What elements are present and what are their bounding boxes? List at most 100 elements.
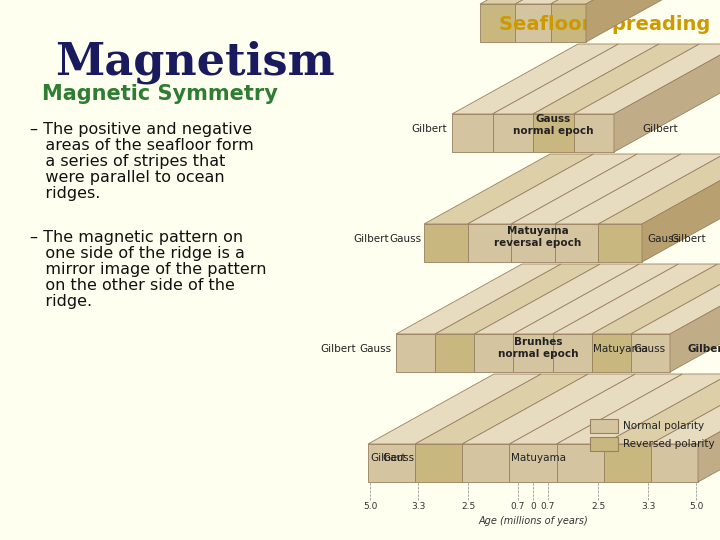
Text: were parallel to ocean: were parallel to ocean xyxy=(30,170,225,185)
Polygon shape xyxy=(492,44,659,114)
Polygon shape xyxy=(424,154,593,224)
Text: Seafloor Spreading: Seafloor Spreading xyxy=(499,15,710,34)
Text: ridge.: ridge. xyxy=(30,294,92,309)
Polygon shape xyxy=(551,0,712,4)
Text: Gauss: Gauss xyxy=(382,453,414,463)
Polygon shape xyxy=(631,334,670,372)
Text: Matuyama: Matuyama xyxy=(593,344,647,354)
Polygon shape xyxy=(670,264,720,372)
Polygon shape xyxy=(603,444,651,482)
Text: Matuyama
reversal epoch: Matuyama reversal epoch xyxy=(495,226,582,248)
Polygon shape xyxy=(511,224,555,262)
Bar xyxy=(590,437,618,451)
Polygon shape xyxy=(516,4,551,42)
Text: Gilbert: Gilbert xyxy=(642,124,678,134)
Text: Gauss: Gauss xyxy=(647,234,679,244)
Polygon shape xyxy=(452,114,492,152)
Polygon shape xyxy=(480,4,516,42)
Polygon shape xyxy=(557,374,720,444)
Text: – The magnetic pattern on: – The magnetic pattern on xyxy=(30,230,243,245)
Polygon shape xyxy=(592,264,720,334)
Polygon shape xyxy=(552,334,592,372)
Text: 2.5: 2.5 xyxy=(461,502,475,511)
Polygon shape xyxy=(574,114,614,152)
Text: Brunhes
normal epoch: Brunhes normal epoch xyxy=(498,337,578,359)
Polygon shape xyxy=(551,4,586,42)
Text: areas of the seafloor form: areas of the seafloor form xyxy=(30,138,253,153)
Text: Gauss: Gauss xyxy=(390,234,422,244)
Polygon shape xyxy=(452,44,618,114)
Polygon shape xyxy=(651,444,698,482)
Text: Age (millions of years): Age (millions of years) xyxy=(478,516,588,526)
Text: a series of stripes that: a series of stripes that xyxy=(30,154,225,169)
Polygon shape xyxy=(511,154,681,224)
Polygon shape xyxy=(603,374,720,444)
Polygon shape xyxy=(555,154,720,224)
Polygon shape xyxy=(642,154,720,262)
Text: Gilbert: Gilbert xyxy=(688,344,720,354)
Polygon shape xyxy=(368,374,541,444)
Polygon shape xyxy=(415,374,588,444)
Polygon shape xyxy=(516,0,677,4)
Text: Gauss: Gauss xyxy=(633,344,665,354)
Bar xyxy=(590,419,618,433)
Text: Gilbert: Gilbert xyxy=(320,344,356,354)
Text: 3.3: 3.3 xyxy=(641,502,655,511)
Polygon shape xyxy=(510,374,683,444)
Polygon shape xyxy=(598,224,642,262)
Polygon shape xyxy=(480,0,642,4)
Text: Gauss: Gauss xyxy=(359,344,391,354)
Text: 2.5: 2.5 xyxy=(591,502,605,511)
Text: 5.0: 5.0 xyxy=(689,502,703,511)
Text: Gilbert: Gilbert xyxy=(411,124,447,134)
Text: 5.0: 5.0 xyxy=(363,502,377,511)
Polygon shape xyxy=(533,114,574,152)
Text: 0.7: 0.7 xyxy=(541,502,555,511)
Text: Gilbert: Gilbert xyxy=(354,234,389,244)
Polygon shape xyxy=(555,224,598,262)
Polygon shape xyxy=(435,264,600,334)
Polygon shape xyxy=(698,374,720,482)
Text: one side of the ridge is a: one side of the ridge is a xyxy=(30,246,245,261)
Polygon shape xyxy=(651,374,720,444)
Text: Gauss
normal epoch: Gauss normal epoch xyxy=(513,114,593,136)
Text: Magnetic Symmetry: Magnetic Symmetry xyxy=(42,84,278,104)
Polygon shape xyxy=(424,224,467,262)
Polygon shape xyxy=(492,114,533,152)
Polygon shape xyxy=(396,264,561,334)
Text: ridges.: ridges. xyxy=(30,186,100,201)
Polygon shape xyxy=(474,264,639,334)
Polygon shape xyxy=(592,334,631,372)
Polygon shape xyxy=(474,334,513,372)
Polygon shape xyxy=(552,264,718,334)
Polygon shape xyxy=(586,0,712,42)
Text: 3.3: 3.3 xyxy=(411,502,426,511)
Text: mirror image of the pattern: mirror image of the pattern xyxy=(30,262,266,277)
Text: Gilbert: Gilbert xyxy=(670,234,706,244)
Polygon shape xyxy=(462,374,636,444)
Text: – The positive and negative: – The positive and negative xyxy=(30,122,252,137)
Polygon shape xyxy=(435,334,474,372)
Polygon shape xyxy=(462,444,510,482)
Polygon shape xyxy=(631,264,720,334)
Polygon shape xyxy=(396,334,435,372)
Polygon shape xyxy=(467,224,511,262)
Polygon shape xyxy=(614,44,720,152)
Text: Normal polarity: Normal polarity xyxy=(623,421,704,431)
Polygon shape xyxy=(510,444,557,482)
Text: Matuyama: Matuyama xyxy=(510,453,565,463)
Text: 0: 0 xyxy=(530,502,536,511)
Polygon shape xyxy=(513,334,552,372)
Polygon shape xyxy=(533,44,700,114)
Text: Reversed polarity: Reversed polarity xyxy=(623,439,715,449)
Text: Magnetism: Magnetism xyxy=(55,40,335,84)
Polygon shape xyxy=(467,154,637,224)
Text: Gilbert: Gilbert xyxy=(370,453,405,463)
Polygon shape xyxy=(598,154,720,224)
Polygon shape xyxy=(368,444,415,482)
Polygon shape xyxy=(574,44,720,114)
Text: on the other side of the: on the other side of the xyxy=(30,278,235,293)
Polygon shape xyxy=(557,444,603,482)
Polygon shape xyxy=(513,264,678,334)
Text: 0.7: 0.7 xyxy=(510,502,525,511)
